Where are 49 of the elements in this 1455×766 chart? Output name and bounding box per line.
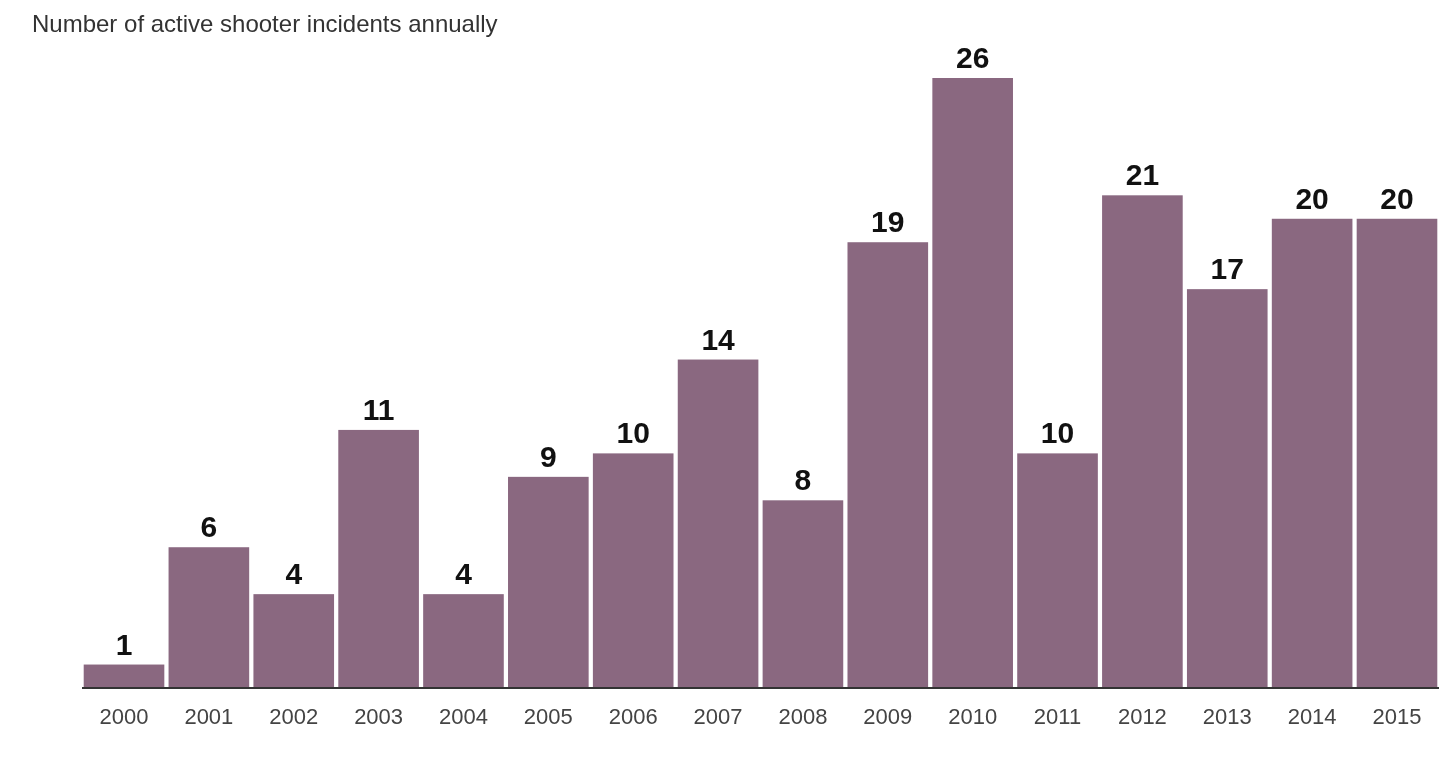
x-tick-label: 2009	[863, 704, 913, 729]
bar	[1356, 218, 1438, 688]
data-label: 4	[455, 557, 473, 591]
bar	[423, 594, 504, 688]
data-label: 10	[616, 416, 650, 450]
x-tick-label: 2000	[99, 704, 149, 729]
data-label: 4	[285, 557, 303, 591]
bar	[168, 547, 250, 688]
x-tick-label: 2014	[1287, 704, 1337, 729]
x-tick-label: 2001	[184, 704, 234, 729]
bar	[1017, 453, 1098, 688]
data-label: 11	[362, 392, 395, 426]
bar	[338, 429, 419, 688]
data-label: 1	[115, 627, 133, 661]
bar	[253, 594, 335, 688]
bar	[677, 359, 759, 688]
data-label: 20	[1295, 181, 1329, 215]
bar	[932, 78, 1013, 688]
chart-title: Number of active shooter incidents annually	[32, 10, 498, 37]
data-label: 14	[701, 322, 736, 356]
data-label: 6	[200, 510, 218, 544]
data-label: 21	[1125, 158, 1160, 192]
x-tick-label: 2010	[948, 704, 998, 729]
x-tick-label: 2002	[269, 704, 319, 729]
x-tick-label: 2003	[354, 704, 404, 729]
bar	[1186, 289, 1268, 688]
bar	[762, 500, 844, 688]
data-label: 10	[1040, 416, 1075, 450]
data-label: 17	[1210, 252, 1244, 286]
data-label: 20	[1380, 181, 1414, 215]
x-tick-label: 2013	[1202, 704, 1252, 729]
bar	[592, 453, 674, 688]
x-tick-label: 2005	[523, 704, 573, 729]
x-tick-label: 2008	[778, 704, 828, 729]
data-label: 9	[539, 439, 557, 473]
data-label: 26	[955, 41, 990, 74]
x-tick-label: 2015	[1372, 704, 1422, 729]
x-tick-label: 2012	[1117, 704, 1167, 729]
x-tick-label: 2004	[438, 704, 488, 729]
bar	[1271, 218, 1353, 688]
data-label: 19	[871, 205, 905, 239]
x-tick-label: 2006	[608, 704, 658, 729]
bar	[83, 664, 165, 688]
bar	[508, 476, 589, 688]
x-tick-label: 2011	[1033, 704, 1082, 729]
data-label: 8	[794, 463, 812, 497]
bar	[847, 242, 929, 688]
bar	[1102, 195, 1183, 688]
x-tick-label: 2007	[693, 704, 743, 729]
